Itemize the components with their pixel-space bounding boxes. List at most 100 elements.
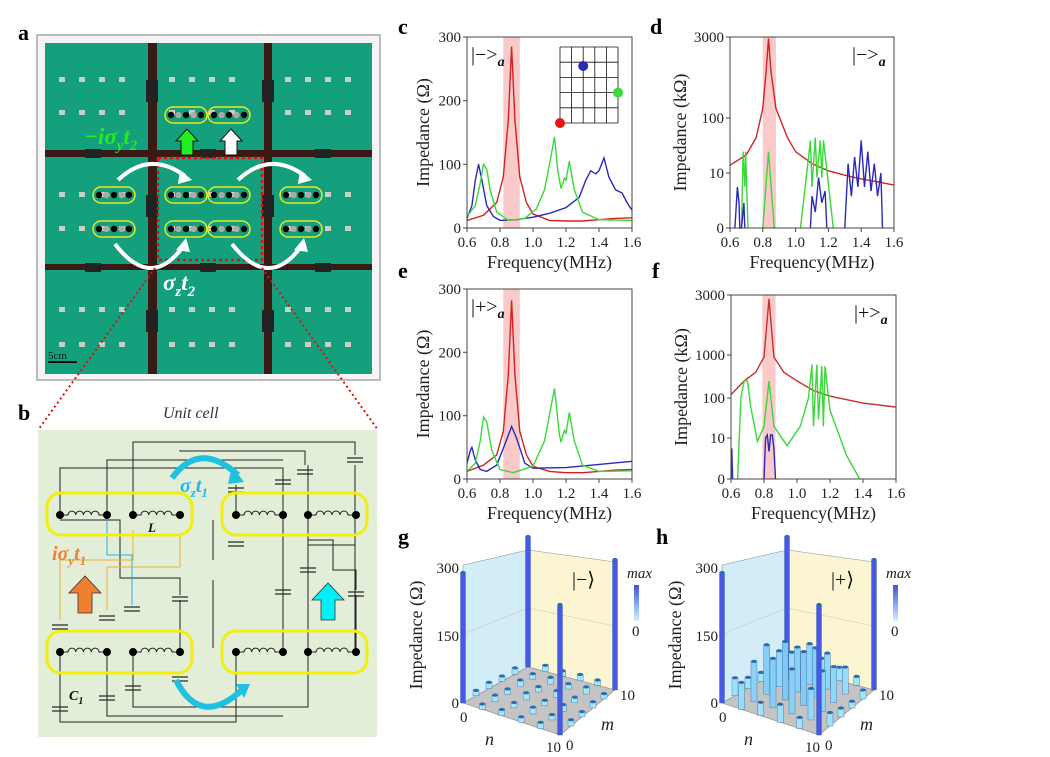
colorbar [634, 585, 639, 621]
bar-top [583, 685, 590, 689]
site-dot [182, 111, 190, 119]
state-label: |−>a [471, 44, 505, 70]
wall-grid [462, 607, 529, 635]
y-axis-label: Impedance (Ω) [413, 78, 434, 187]
white-coupling-label: σzt2 [163, 270, 196, 300]
unit-cell-title: Unit cell [163, 405, 219, 422]
bar3d [757, 700, 764, 716]
bar3d [594, 678, 601, 686]
bar3d [826, 710, 834, 727]
x-tick-label: 1.2 [557, 486, 576, 502]
chart-e: 0.6 0.8 1.0 1.2 1.4 1.6 0 100 200 300 Frequency(MH… [413, 282, 642, 524]
site-dot [190, 225, 197, 233]
inset-site-dot [578, 61, 589, 71]
bar-body [525, 536, 531, 668]
bar-top [849, 699, 855, 703]
zoom-guide-line-left [37, 267, 156, 431]
bar-top [542, 663, 549, 667]
bar-top [757, 700, 764, 704]
x-tick-label: 1.2 [557, 235, 576, 251]
bar-top [473, 688, 479, 693]
pad [189, 307, 195, 312]
bar3d [571, 695, 578, 703]
bar3d [523, 691, 530, 701]
panel-label-f: f [652, 258, 660, 283]
colorbar-min-label: 0 [632, 624, 640, 640]
x-tick-label: 1.2 [821, 486, 840, 502]
pcb-board [45, 43, 372, 374]
bar3d [504, 687, 511, 695]
chip [146, 195, 158, 217]
bar3d [511, 666, 519, 675]
bar3d [529, 705, 537, 715]
bar-body [796, 717, 803, 729]
bar3d [612, 557, 618, 691]
chart-d: 0.6 0.8 1.0 1.2 1.4 1.6 0 10 100 3000 Frequency(MH… [670, 30, 904, 273]
bar-body [769, 658, 777, 709]
bar-top [794, 645, 801, 649]
bar-top [824, 651, 831, 655]
pad [59, 307, 65, 312]
bar-top [612, 557, 618, 562]
bar3d [744, 675, 752, 689]
x-tick-label: 0.6 [458, 486, 477, 502]
circuit-node [352, 511, 360, 519]
inductor-coil [60, 647, 107, 653]
bar-body [731, 677, 739, 696]
green-up-arrow-icon [174, 128, 200, 156]
chip [200, 263, 216, 272]
bar3d [806, 642, 813, 685]
x-tick-label: 1.2 [819, 235, 838, 251]
bar-top [836, 665, 843, 669]
circuit-node [279, 648, 287, 656]
bar3d [794, 645, 801, 693]
y-tick-label: 300 [439, 282, 462, 298]
site-dot [312, 225, 320, 233]
scale-bar-label: 5cm [48, 350, 67, 362]
lattice-inset [555, 46, 623, 128]
bar3d [859, 688, 867, 700]
y-tick-label: 100 [702, 111, 725, 127]
bar3d [800, 650, 807, 706]
site-dot [103, 225, 110, 233]
chip [146, 310, 158, 332]
inset-site-dot [555, 118, 565, 128]
bar3d [577, 672, 584, 682]
pad [285, 307, 291, 312]
zoom-guide-line-right [261, 267, 379, 431]
bar3d [517, 678, 524, 687]
z-tick-label: 300 [437, 561, 460, 577]
bar-top [777, 702, 784, 706]
site-dot [110, 191, 118, 199]
x-tick-label: 1.4 [852, 235, 871, 251]
circuit-node [176, 511, 184, 519]
x-axis-label: Frequency(MHz) [487, 503, 612, 524]
state-label: |+>a [471, 296, 505, 322]
chart-c: 0.6 0.8 1.0 1.2 1.4 1.6 0 100 200 300 Frequency(MH… [413, 30, 642, 273]
pad [189, 342, 195, 347]
site-oval [279, 186, 323, 204]
pad [285, 110, 291, 115]
bar-body [738, 682, 745, 710]
circuit-node [56, 511, 64, 519]
bar-top [806, 642, 813, 646]
site-dot [290, 191, 297, 199]
bar-top [486, 680, 492, 684]
white-up-arrow-icon [218, 128, 244, 156]
y-tick-label: 10 [709, 166, 724, 182]
site-dot [175, 225, 182, 233]
y-axis-label: Impedance (kΩ) [671, 328, 692, 446]
bar-top [537, 720, 544, 724]
pad [119, 342, 125, 347]
colorbar-max-label: max [627, 566, 652, 582]
bar3d [848, 699, 856, 709]
n-tick-label: 10 [805, 740, 820, 756]
bar-top [512, 666, 518, 670]
bar-top [517, 678, 524, 682]
state-label: |+>a [854, 302, 888, 328]
circuit-node [279, 511, 287, 519]
y-tick-label: 200 [439, 94, 462, 110]
y-tick-label: 300 [439, 30, 462, 46]
colorbar-min-label: 0 [891, 624, 899, 640]
pad [209, 77, 215, 82]
